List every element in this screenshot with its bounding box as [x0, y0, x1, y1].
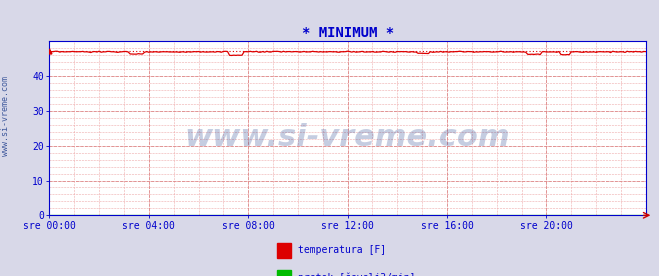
Text: www.si-vreme.com: www.si-vreme.com — [1, 76, 10, 156]
Title: * MINIMUM *: * MINIMUM * — [302, 26, 393, 40]
Text: pretok [čevelj3/min]: pretok [čevelj3/min] — [298, 272, 415, 276]
Text: www.si-vreme.com: www.si-vreme.com — [185, 123, 511, 152]
Text: temperatura [F]: temperatura [F] — [298, 245, 386, 255]
